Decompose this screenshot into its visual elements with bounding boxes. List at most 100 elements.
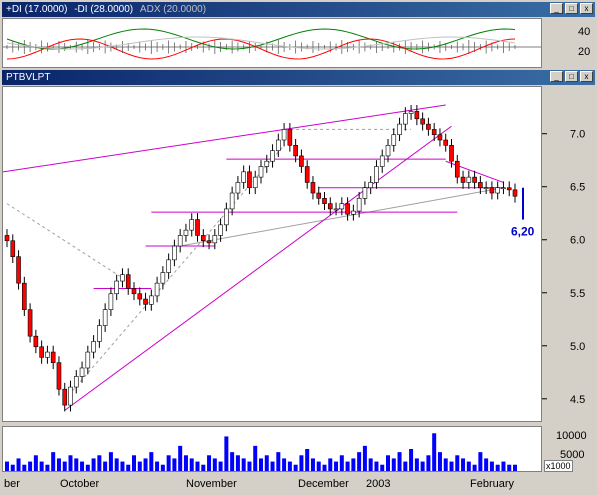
price-candle (125, 268, 131, 295)
volume-bar (328, 458, 333, 471)
volume-bar (299, 455, 304, 471)
price-candle (108, 287, 114, 317)
volume-bar (489, 461, 494, 471)
adx-line (6, 36, 516, 50)
price-candle (131, 282, 137, 301)
price-tick-label: 7.0 (570, 129, 585, 141)
price-candle (414, 105, 420, 126)
volume-bar (212, 458, 217, 471)
price-tick-label: 4.5 (570, 394, 585, 406)
price-maximize-button[interactable]: □ (565, 71, 578, 82)
price-candle (73, 370, 79, 394)
volume-bar (310, 458, 315, 471)
price-candle (408, 105, 414, 120)
price-candle (506, 181, 512, 197)
price-tick-label: 5.0 (570, 341, 585, 353)
volume-bar (282, 458, 287, 471)
volume-bar (380, 464, 385, 471)
price-candle (143, 292, 148, 311)
volume-bar (16, 458, 21, 471)
volume-bar (264, 455, 269, 471)
price-candle (483, 181, 489, 195)
price-candle (443, 133, 449, 152)
volume-bar (276, 452, 281, 471)
price-candle (489, 181, 495, 200)
price-tick-label: 6.0 (570, 235, 585, 247)
volume-bar (403, 461, 408, 471)
price-candle (102, 303, 108, 332)
x-label-november: November (186, 478, 237, 490)
volume-bar (409, 449, 414, 471)
price-candle (270, 144, 275, 168)
price-candle (322, 191, 327, 210)
volume-bar (132, 455, 136, 471)
price-candle (304, 160, 310, 189)
volume-bar (351, 458, 356, 471)
volume-bar (478, 452, 483, 471)
price-minimize-button[interactable]: _ (550, 71, 563, 82)
volume-bar (126, 464, 131, 471)
minimize-button[interactable]: _ (550, 3, 563, 14)
volume-bar (172, 458, 177, 471)
price-candle (27, 303, 33, 343)
price-close-button[interactable]: x (580, 71, 593, 82)
price-candle (114, 274, 119, 301)
price-plot[interactable]: 6,20 (2, 86, 542, 422)
volume-bar (420, 461, 425, 471)
volume-bar (114, 458, 119, 471)
price-candle (160, 266, 166, 290)
price-candle (172, 239, 177, 267)
volume-bar (386, 455, 390, 471)
price-candle (368, 176, 373, 195)
volume-bar (339, 455, 344, 471)
volume-bar (345, 461, 350, 471)
price-titlebar: PTBVLPT _ □ x (2, 70, 595, 85)
grey-support-line (180, 187, 504, 247)
volume-bar (235, 455, 240, 471)
volume-bar (432, 433, 437, 471)
price-candle (120, 268, 125, 288)
volume-bar (241, 458, 246, 471)
volume-bar (56, 458, 61, 471)
volume-plot[interactable] (2, 426, 542, 472)
price-candle (85, 345, 91, 375)
price-candle (420, 112, 425, 131)
price-candle (45, 345, 50, 364)
volume-bar (103, 461, 108, 471)
price-candle (235, 176, 241, 200)
volume-bar (149, 452, 154, 471)
volume-bar (80, 461, 85, 471)
price-candle (16, 250, 21, 290)
volume-bar (39, 461, 44, 471)
volume-bar (155, 461, 160, 471)
price-candle (391, 128, 397, 152)
price-candle (327, 197, 333, 216)
price-candle (50, 345, 56, 370)
price-candle (195, 213, 200, 242)
price-candle (466, 170, 472, 189)
volume-bar (189, 458, 194, 471)
price-candle (293, 138, 298, 163)
price-candle (258, 160, 264, 184)
volume-bar (91, 458, 96, 471)
volume-bar (183, 455, 188, 471)
price-candle (281, 123, 287, 147)
lower-trend-line (64, 125, 452, 411)
close-button[interactable]: x (580, 3, 593, 14)
volume-bar (357, 452, 362, 471)
adx-plot[interactable] (2, 18, 542, 68)
volume-bar (10, 464, 15, 471)
price-candle (241, 165, 246, 189)
price-candle (218, 218, 223, 242)
volume-bar (68, 455, 73, 471)
price-candle (149, 289, 154, 311)
x-label-february: February (470, 478, 515, 490)
volume-bar (224, 436, 229, 471)
dashed-guide-line (6, 203, 123, 279)
price-candle (247, 165, 252, 195)
price-candle (449, 138, 454, 168)
price-candle (512, 183, 518, 203)
adx-title-adx: ADX (20.0000) (139, 4, 207, 15)
price-candle (224, 202, 229, 232)
maximize-button[interactable]: □ (565, 3, 578, 14)
